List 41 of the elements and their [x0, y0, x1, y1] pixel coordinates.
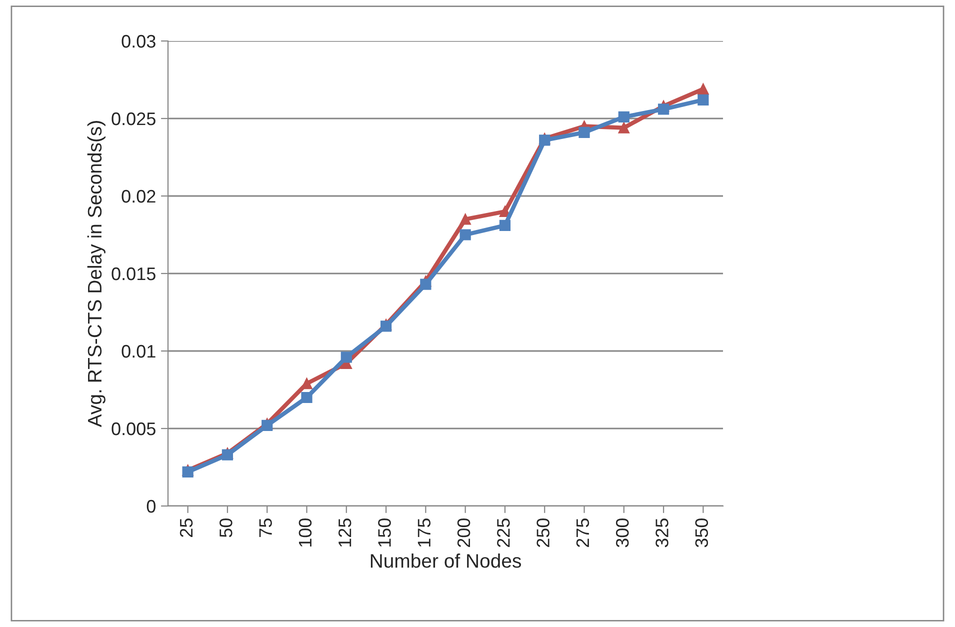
point — [698, 83, 709, 95]
point — [539, 134, 550, 146]
x-tick-label: 225 — [497, 518, 510, 548]
y-tick-label: 0.005 — [112, 422, 156, 436]
point — [301, 378, 312, 390]
point — [698, 94, 709, 106]
y-tick-label: 0.01 — [122, 344, 156, 358]
x-tick-label: 275 — [576, 518, 590, 548]
y-tick-label: 0 — [146, 500, 156, 513]
x-tick-label: 150 — [378, 518, 391, 547]
point — [262, 420, 273, 431]
y-tick-label: 0.03 — [122, 34, 156, 48]
point — [578, 126, 590, 138]
point — [222, 449, 234, 460]
x-tick-label: 325 — [656, 518, 668, 548]
y-tick-label: 0.02 — [122, 190, 156, 203]
x-tick-label: 50 — [220, 518, 232, 538]
y-tick-label: 0.015 — [112, 267, 156, 280]
point — [340, 352, 352, 363]
point — [658, 104, 670, 115]
point — [499, 220, 511, 232]
point — [618, 122, 630, 134]
point — [618, 111, 630, 123]
x-tick-label: 75 — [259, 518, 272, 537]
x-tick-label: 125 — [338, 518, 352, 547]
x-tick-label: 350 — [695, 518, 708, 548]
x-tick-label: 300 — [616, 518, 629, 548]
y-axis-title: Avg. RTS-CTS Delay in Seconds(s) — [87, 121, 106, 428]
point — [301, 392, 312, 404]
point — [460, 229, 471, 240]
point — [182, 466, 194, 478]
point — [380, 320, 392, 332]
x-tick-label: 175 — [418, 518, 431, 547]
x-axis-title: Number of Nodes — [370, 553, 521, 568]
point — [420, 278, 432, 290]
point — [460, 214, 471, 225]
x-tick-label: 200 — [457, 518, 470, 548]
x-tick-label: 250 — [536, 518, 550, 548]
x-tick-label: 100 — [298, 518, 312, 547]
x-tick-label: 25 — [180, 518, 193, 537]
y-tick-label: 0.025 — [112, 112, 156, 126]
